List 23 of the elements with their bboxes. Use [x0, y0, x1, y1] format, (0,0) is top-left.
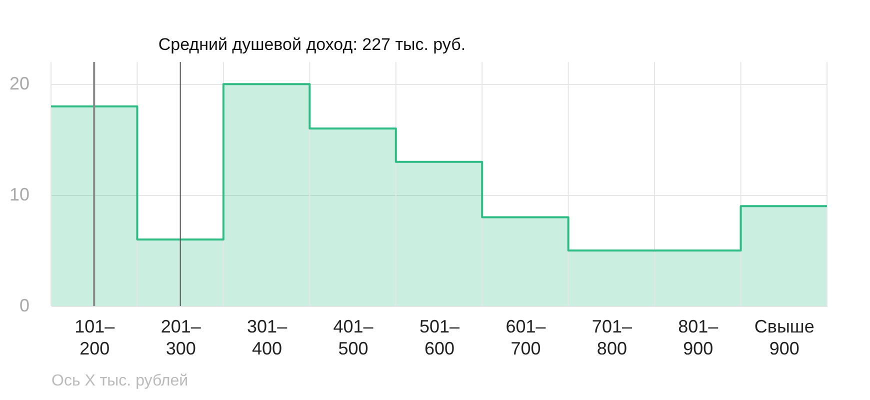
bar [654, 250, 741, 306]
bar [223, 84, 310, 306]
bar [568, 250, 655, 306]
x-tick-label: 101– 200 [74, 316, 115, 358]
y-tick-label: 10 [9, 184, 30, 205]
bar [482, 217, 568, 306]
x-tick-label: 401– 500 [333, 316, 374, 358]
y-tick-label: 20 [9, 74, 30, 94]
x-tick-label: 501– 600 [419, 316, 460, 358]
ref-line-label: Средний душевой доход: 227 тыс. руб. [158, 35, 466, 54]
bar [740, 206, 827, 306]
x-axis-title: Ось X тыс. рублей [52, 372, 188, 390]
bar [396, 162, 482, 306]
bar [51, 106, 138, 306]
bar [137, 239, 224, 306]
x-tick-label: Свыше 900 [754, 316, 814, 358]
x-tick-label: 601– 700 [506, 316, 546, 358]
x-tick-label: 201– 300 [160, 316, 201, 358]
y-tick-label: 0 [19, 296, 30, 316]
x-tick-label: 701– 800 [592, 316, 632, 358]
bar [310, 128, 396, 306]
x-tick-label: 301– 400 [247, 316, 288, 358]
x-tick-label: 801– 900 [678, 316, 718, 358]
